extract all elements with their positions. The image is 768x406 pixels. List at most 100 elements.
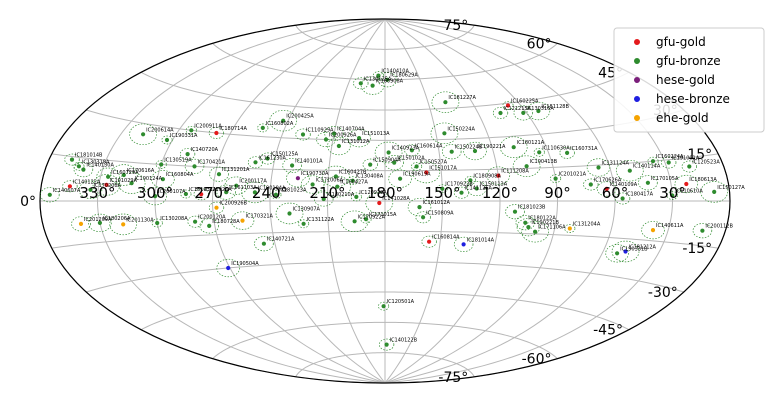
event-label: IC140720A — [191, 147, 219, 153]
event-label: IC120922A — [359, 190, 387, 196]
event-label: IC140114A — [633, 164, 661, 170]
error-contour — [615, 159, 644, 182]
error-contour — [515, 215, 536, 231]
event-label: IC110610A — [675, 189, 703, 195]
error-contour — [415, 211, 431, 224]
error-contour — [464, 175, 476, 185]
event-marker — [153, 194, 158, 199]
event-label: IC170208A — [94, 183, 122, 189]
event-marker — [421, 215, 426, 220]
error-contour — [436, 184, 448, 194]
parallel-line — [86, 261, 684, 293]
event-label: IC200117A — [239, 179, 267, 185]
event-label: IC181227A — [448, 95, 476, 101]
event-marker — [214, 205, 219, 210]
event-marker — [69, 157, 75, 162]
error-contour — [499, 136, 528, 158]
event-marker — [104, 182, 109, 187]
event-label: IC180629A — [390, 73, 418, 79]
event-label: IC131124A — [602, 161, 630, 167]
error-contour — [324, 126, 344, 142]
event-marker — [159, 162, 164, 167]
lat-tick-label: 60° — [527, 36, 552, 52]
error-contour — [674, 174, 699, 194]
event-label: IC130316A — [526, 106, 554, 112]
error-contour — [316, 131, 336, 148]
event-marker — [81, 167, 86, 172]
error-contour — [184, 158, 205, 174]
event-marker — [505, 103, 511, 108]
legend-label-hese-gold: hese-gold — [656, 73, 715, 87]
event-marker — [596, 165, 601, 170]
error-contour — [564, 224, 576, 233]
lon-tick-label: 330° — [79, 184, 115, 202]
event-label: IC131201A — [222, 167, 250, 173]
error-contour — [641, 220, 665, 240]
error-contour — [550, 174, 562, 183]
legend-marker-gfu-gold — [634, 39, 640, 45]
event-marker — [533, 229, 538, 234]
event-label: IC181128B — [541, 104, 569, 110]
event-label: IC140109A — [610, 182, 638, 188]
error-contour — [73, 161, 85, 171]
event-marker — [363, 217, 369, 222]
event-label: IC141028A — [382, 196, 410, 202]
parallel-line — [295, 24, 475, 50]
event-marker — [207, 223, 212, 228]
error-contour — [270, 190, 282, 200]
event-label: IC190730A — [301, 171, 329, 177]
event-label: IC150224B — [455, 145, 483, 151]
event-label: IC160814A — [432, 235, 460, 241]
event-label: IC181023A — [279, 188, 307, 194]
event-marker — [287, 211, 292, 216]
error-contour — [692, 223, 713, 239]
lon-tick-label: 150° — [424, 184, 460, 202]
error-contour — [179, 148, 196, 161]
event-label: IC130408A — [356, 174, 384, 180]
parallel-line — [212, 43, 558, 81]
error-contour — [257, 123, 269, 133]
legend-label-hese-bronze: hese-bronze — [656, 92, 730, 106]
event-marker — [121, 222, 126, 227]
error-contour — [224, 176, 249, 195]
event-label: IC160802A — [266, 121, 294, 127]
event-marker — [620, 196, 625, 201]
event-marker — [88, 187, 93, 192]
event-marker — [368, 162, 373, 167]
event-marker — [240, 218, 245, 223]
error-contour — [431, 91, 460, 113]
event-marker — [141, 132, 146, 137]
event-marker — [290, 163, 295, 168]
event-label: IC150527A — [420, 160, 448, 166]
error-contour — [374, 141, 403, 164]
lat-tick-label: -45° — [593, 323, 623, 339]
event-label: IC141126A — [465, 186, 493, 192]
legend-label-gfu-gold: gfu-gold — [656, 35, 706, 49]
event-label: IC181014B — [75, 153, 103, 159]
legend-frame — [613, 27, 765, 133]
event-marker — [523, 220, 528, 225]
lon-tick-label: 270° — [194, 184, 230, 202]
map-outline — [39, 18, 731, 384]
error-contour — [350, 192, 362, 202]
event-marker — [336, 143, 341, 149]
event-label: IC150904A — [373, 158, 401, 164]
event-label: IC190331B — [620, 246, 648, 252]
event-marker — [273, 192, 278, 197]
error-contour — [505, 204, 525, 220]
map-boundary — [39, 18, 731, 384]
event-label: IC191029A — [110, 178, 138, 184]
lat-tick-label: -75° — [438, 370, 468, 386]
error-contour — [360, 214, 372, 224]
event-marker — [553, 176, 558, 181]
event-marker — [687, 164, 692, 169]
error-contour — [117, 172, 146, 194]
error-contour — [286, 169, 310, 188]
event-marker — [332, 131, 337, 136]
error-contour — [64, 153, 80, 166]
event-marker — [214, 130, 219, 136]
event-label: IC150127A — [717, 185, 745, 191]
event-label: IC180714A — [219, 126, 247, 132]
error-contour — [282, 157, 302, 174]
